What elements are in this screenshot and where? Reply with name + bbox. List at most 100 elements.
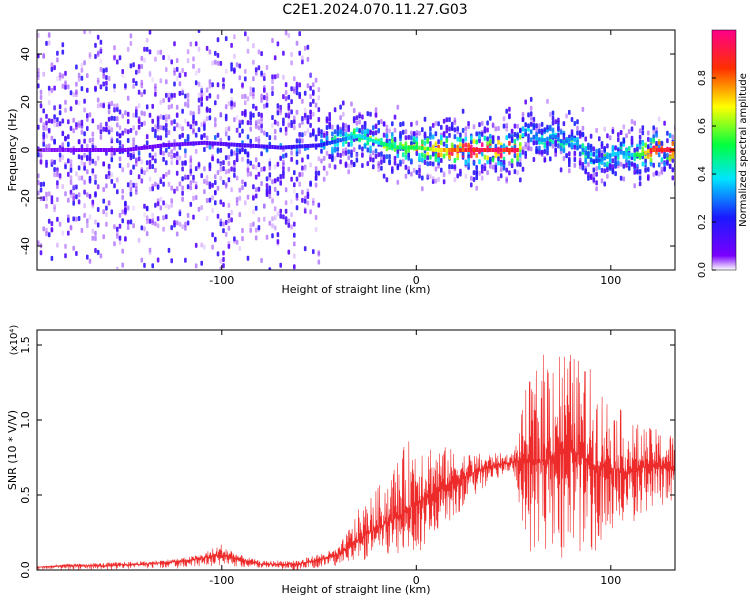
heatmap-ridge-cell (194, 141, 198, 146)
heatmap-cell (538, 123, 541, 129)
heatmap-cell (320, 129, 323, 135)
heatmap-cell (249, 111, 252, 117)
heatmap-ridge-cell (450, 148, 454, 152)
heatmap-cell (230, 217, 233, 223)
heatmap-cell (499, 152, 503, 158)
heatmap-cell (194, 148, 198, 154)
heatmap-cell (407, 134, 410, 140)
heatmap-cell (600, 144, 604, 149)
heatmap-ridge-cell (347, 136, 350, 141)
heatmap-cell (124, 236, 127, 242)
heatmap-cell (475, 131, 478, 137)
heatmap-cell (194, 41, 198, 47)
heatmap-cell (39, 159, 43, 165)
heatmap-cell (578, 164, 582, 170)
heatmap-cell (295, 159, 299, 165)
heatmap-cell (554, 119, 557, 125)
heatmap-cell (606, 167, 609, 173)
heatmap-cell (162, 98, 165, 103)
heatmap-cell (42, 181, 45, 187)
heatmap-cell (96, 34, 100, 40)
heatmap-cell (148, 250, 152, 256)
heatmap-cell (137, 119, 141, 124)
heatmap-cell (494, 153, 498, 159)
heatmap-cell (350, 149, 353, 155)
heatmap-cell (295, 40, 299, 46)
heatmap-cell (562, 132, 566, 138)
heatmap-cell (132, 62, 135, 68)
heatmap-ridge-cell (638, 152, 642, 157)
heatmap-ridge-cell (603, 156, 606, 161)
heatmap-cell (630, 126, 634, 132)
heatmap-cell (165, 122, 168, 128)
heatmap-cell (527, 145, 530, 151)
heatmap-cell (148, 247, 152, 253)
heatmap-cell (657, 162, 661, 168)
heatmap-cell (279, 262, 282, 268)
heatmap-ridge-cell (633, 152, 636, 157)
heatmap-cell (75, 99, 78, 105)
heatmap-cell (470, 139, 473, 145)
heatmap-cell (159, 196, 163, 202)
heatmap-cell (72, 216, 75, 222)
heatmap-cell (301, 165, 304, 171)
heatmap-cell (502, 143, 506, 149)
heatmap-cell (113, 183, 116, 189)
heatmap-cell (45, 133, 48, 139)
heatmap-ridge-cell (529, 129, 533, 134)
heatmap-ridge-cell (203, 140, 206, 145)
heatmap-cell (192, 129, 195, 135)
heatmap-cell (445, 117, 449, 123)
heatmap-cell (170, 149, 173, 155)
heatmap-cell (519, 128, 522, 134)
heatmap-cell (641, 161, 645, 167)
heatmap-ridge-cell (391, 144, 394, 149)
heatmap-cell (181, 166, 184, 172)
heatmap-cell (113, 55, 116, 61)
heatmap-cell (113, 103, 116, 109)
heatmap-cell (557, 143, 560, 149)
heatmap-cell (641, 125, 645, 131)
heatmap-cell (91, 158, 95, 164)
heatmap-cell (472, 170, 476, 176)
heatmap-cell (178, 181, 182, 187)
heatmap-cell (614, 145, 617, 151)
heatmap-ridge-cell (268, 144, 272, 149)
heatmap-cell (497, 135, 500, 141)
heatmap-cell (186, 58, 190, 64)
heatmap-cell (554, 152, 557, 158)
heatmap-cell (603, 146, 606, 151)
heatmap-cell (64, 191, 67, 197)
heatmap-ridge-cell (627, 152, 631, 157)
heatmap-cell (56, 170, 59, 176)
heatmap-cell (472, 177, 476, 182)
heatmap-cell (241, 147, 244, 153)
heatmap-cell (154, 83, 157, 89)
heatmap-cell (42, 108, 45, 114)
heatmap-cell (140, 169, 144, 175)
heatmap-cell (159, 150, 163, 155)
heatmap-ridge-cell (412, 145, 416, 150)
heatmap-ridge-cell (178, 142, 182, 147)
heatmap-cell (219, 221, 223, 227)
heatmap-cell (173, 153, 176, 159)
heatmap-ridge-cell (230, 142, 233, 147)
heatmap-cell (156, 135, 160, 141)
heatmap-cell (279, 155, 282, 161)
heatmap-cell (440, 124, 443, 130)
heatmap-cell (83, 138, 86, 144)
heatmap-ridge-cell (312, 143, 315, 148)
heatmap-cell (301, 119, 304, 125)
heatmap-cell (303, 45, 307, 51)
heatmap-cell (314, 136, 318, 142)
heatmap-ridge-cell (442, 148, 446, 152)
heatmap-cell (58, 157, 62, 163)
heatmap-cell (75, 89, 78, 95)
heatmap-cell (393, 136, 397, 142)
heatmap-cell (508, 133, 511, 138)
heatmap-cell (249, 171, 252, 177)
heatmap-cell (83, 212, 86, 218)
heatmap-ridge-cell (72, 148, 75, 152)
heatmap-cell (475, 175, 478, 181)
heatmap-cell (331, 124, 334, 130)
